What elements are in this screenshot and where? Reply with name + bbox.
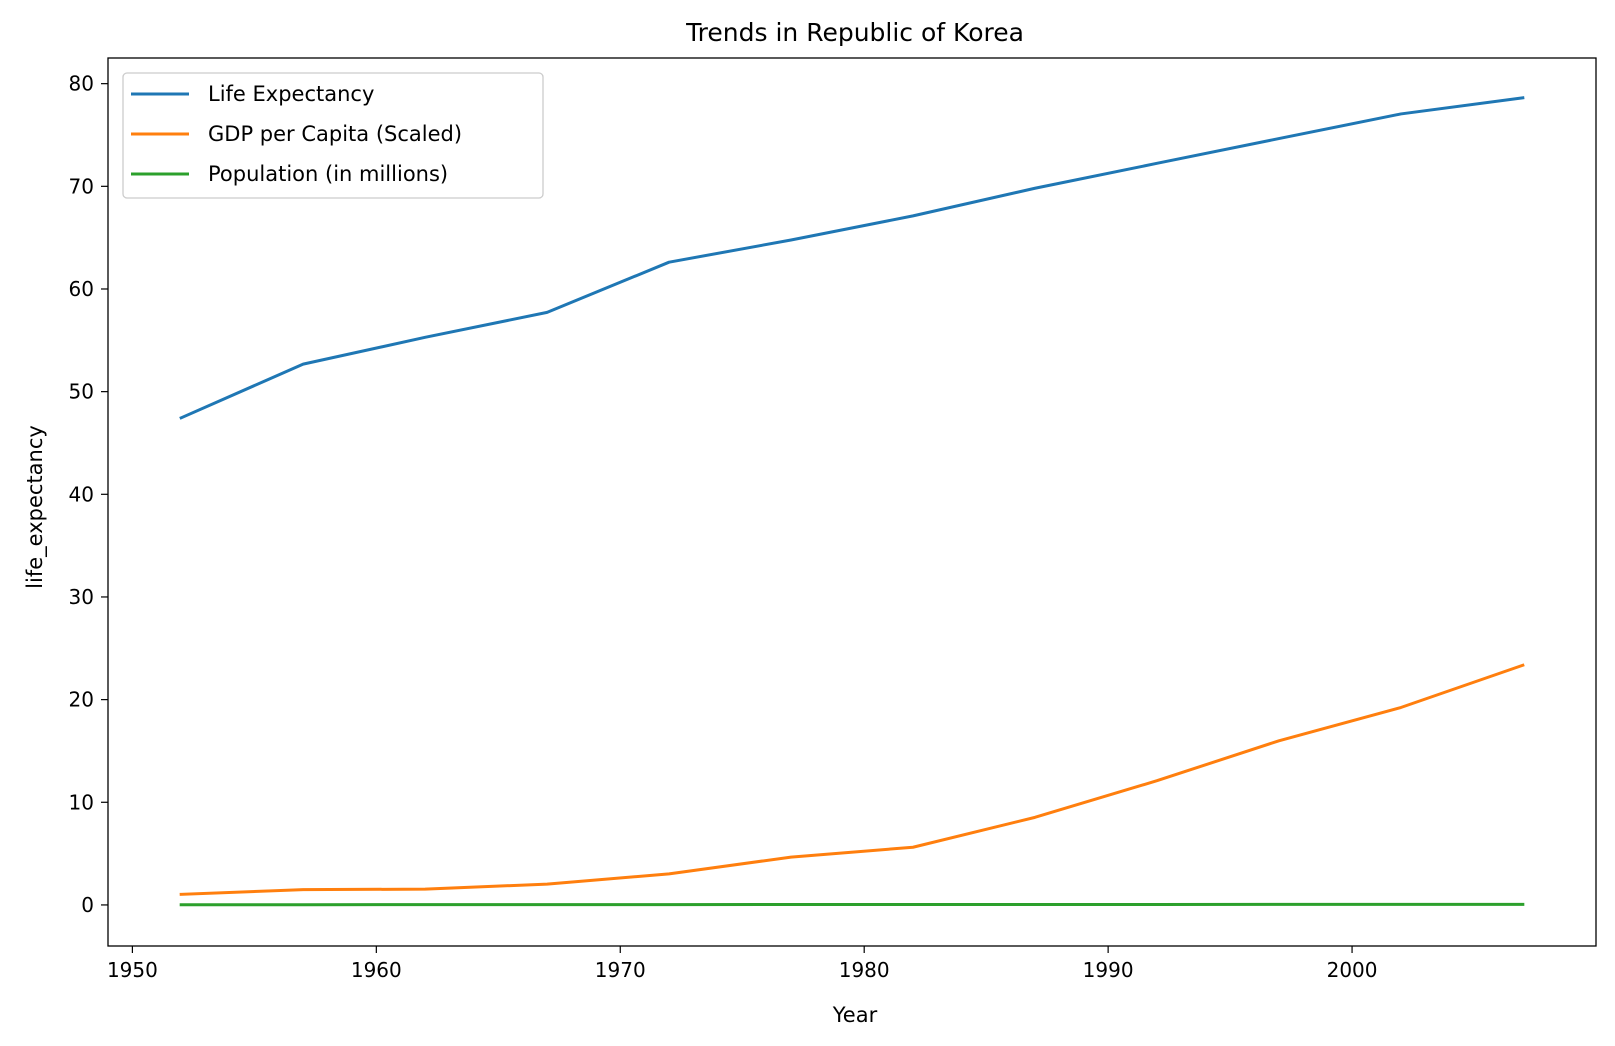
- plot-area-frame: [107, 57, 1597, 947]
- x-tick-label: 1980: [839, 958, 890, 982]
- series-lines: [179, 96, 1525, 907]
- legend: Life Expectancy GDP per Capita (Scaled) Po…: [122, 72, 544, 199]
- legend-box: [122, 72, 544, 199]
- series-line-0: [179, 96, 1525, 420]
- x-axis-label: Year: [832, 1003, 878, 1027]
- y-tick-label: 30: [69, 585, 94, 609]
- y-tick-label: 10: [69, 790, 94, 814]
- y-axis-label: life_expectancy: [23, 425, 48, 589]
- y-axis-ticks: 0 10 20 30 40 50 60 70 80: [69, 72, 108, 917]
- x-tick-label: 1970: [595, 958, 646, 982]
- y-tick-label: 40: [69, 482, 94, 506]
- legend-label-0: Life Expectancy: [208, 82, 374, 106]
- series-line-1: [179, 663, 1525, 896]
- y-tick-label: 60: [69, 277, 94, 301]
- y-tick-label: 0: [81, 893, 94, 917]
- x-tick-label: 1990: [1083, 958, 1134, 982]
- x-tick-label: 2000: [1327, 958, 1378, 982]
- legend-label-1: GDP per Capita (Scaled): [208, 122, 462, 146]
- chart-title: Trends in Republic of Korea: [685, 18, 1024, 47]
- y-tick-label: 70: [69, 174, 94, 198]
- y-tick-label: 50: [69, 380, 94, 404]
- y-tick-label: 80: [69, 72, 94, 96]
- y-tick-label: 20: [69, 688, 94, 712]
- x-tick-label: 1950: [107, 958, 158, 982]
- x-axis-ticks: 1950 1960 1970 1980 1990 2000: [107, 946, 1378, 982]
- x-tick-label: 1960: [351, 958, 402, 982]
- legend-label-2: Population (in millions): [208, 162, 448, 186]
